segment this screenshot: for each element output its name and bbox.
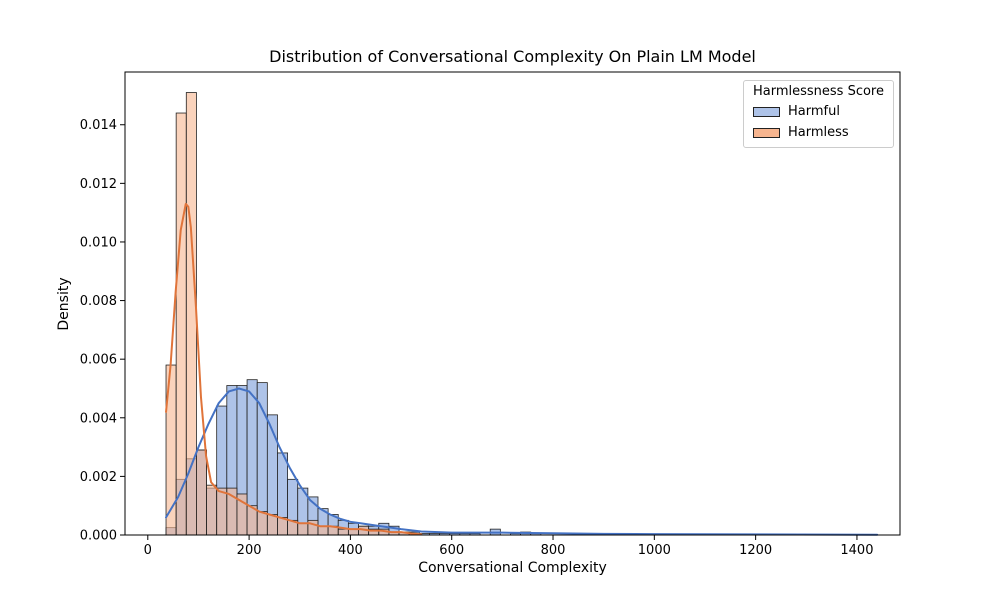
histogram-bar-harmless: [297, 522, 309, 536]
histogram-bar-harmless: [216, 487, 228, 536]
y-tick-label: 0.006: [80, 353, 117, 368]
x-tick-label: 400: [338, 543, 363, 558]
x-tick-label: 1400: [840, 543, 873, 558]
y-tick-label: 0.002: [80, 470, 117, 485]
x-tick-label: 0: [144, 543, 152, 558]
x-tick-label: 800: [541, 543, 566, 558]
histogram-bar-harmless: [266, 514, 278, 536]
histogram-bar-harmless: [175, 112, 187, 536]
legend-title: Harmlessness Score: [752, 84, 884, 99]
y-tick-label: 0.014: [80, 118, 117, 133]
kde-line-harmful: [165, 387, 879, 536]
chart-legend: Harmlessness Score Harmful Harmless: [743, 80, 894, 148]
kde-line-harmless: [165, 202, 423, 536]
y-axis-ticks: 0.000 0.002 0.004 0.006 0.008 0.010 0.012 0.014: [80, 118, 125, 544]
histogram-bar-harmless: [206, 484, 218, 536]
y-tick-label: 0.004: [80, 411, 117, 426]
kde-curves: [165, 202, 879, 536]
y-tick-label: 0.008: [80, 294, 117, 309]
y-axis-label: Density: [56, 277, 72, 331]
histogram-bar-harmless: [196, 449, 207, 536]
y-tick-label: 0.012: [80, 177, 117, 192]
histogram-bars: [165, 92, 542, 536]
x-tick-label: 600: [439, 543, 464, 558]
histogram-bar-harmless: [337, 528, 349, 536]
x-tick-label: 200: [237, 543, 262, 558]
legend-label-harmless: Harmless: [788, 125, 849, 140]
x-axis-ticks: 0 200 400 600 800 1000 1200 1400: [144, 535, 873, 558]
histogram-bar-harmless: [185, 92, 197, 536]
y-tick-label: 0.010: [80, 235, 117, 250]
plot-frame: [124, 71, 901, 536]
histogram-bar-harmless: [256, 511, 268, 536]
legend-swatch-harmful: [753, 106, 780, 117]
histogram-bar-harmless: [317, 525, 329, 536]
x-tick-label: 1200: [739, 543, 772, 558]
x-tick-label: 1000: [638, 543, 671, 558]
legend-label-harmful: Harmful: [788, 104, 840, 119]
legend-item-harmful: Harmful: [753, 104, 840, 119]
x-axis-label: Conversational Complexity: [418, 560, 607, 576]
y-tick-label: 0.000: [80, 529, 117, 544]
legend-item-harmless: Harmless: [753, 125, 849, 140]
chart-title: Distribution of Conversational Complexit…: [269, 47, 756, 66]
legend-swatch-harmless: [753, 127, 780, 138]
